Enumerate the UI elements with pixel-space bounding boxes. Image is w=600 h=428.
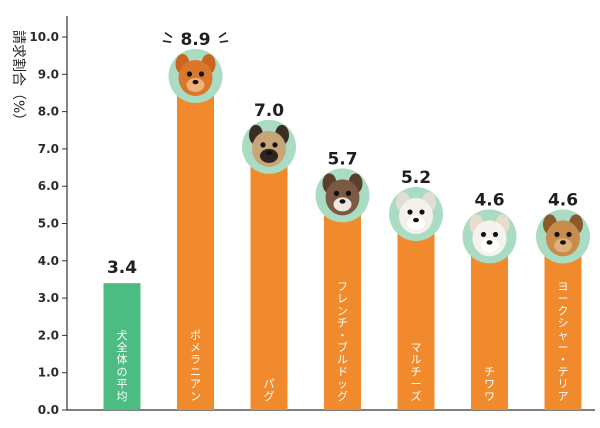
bar [250,148,288,410]
emphasis-lines [162,32,229,43]
y-tick-label: 9.0 [38,67,59,81]
bar [397,216,435,410]
y-tick-label: 3.0 [38,291,59,305]
value-labels: 3.4 8.9 7.0 5.7 5.2 4.6 4.6 [107,30,578,278]
french-bulldog-photo-icon [315,168,370,223]
y-tick-label: 5.0 [38,217,59,231]
y-tick-label: 8.0 [38,105,59,119]
y-tick-label: 10.0 [29,30,59,44]
bar [103,283,141,410]
y-axis-label: 請求割合（%） [10,30,27,127]
bar [544,238,582,410]
value-label: 4.6 [474,190,504,210]
y-tick-label: 4.0 [38,254,59,268]
category-label: チワワ [484,365,495,402]
bar [471,238,508,410]
yorkshire-terrier-photo-icon [536,209,590,264]
category-label: マルチーズ [411,341,422,403]
y-tick-label: 1.0 [38,366,59,380]
value-label: 4.6 [548,190,578,210]
bar [324,197,361,410]
bar [177,78,214,410]
dog-photos [168,49,590,264]
category-label: 犬全体の平均 [117,328,128,403]
axes: 0.0 1.0 2.0 3.0 4.0 5.0 6.0 7.0 8.0 9.0 10.0 [29,16,595,417]
y-tick-label: 6.0 [38,179,59,193]
category-label: パグ [264,378,275,403]
value-label: 3.4 [107,258,137,278]
pug-photo-icon [242,119,296,174]
value-label: 5.2 [401,168,431,188]
y-tick-label: 0.0 [38,403,59,417]
value-label: 8.9 [180,30,210,50]
category-label: フレンチ・ブルドッグ [337,280,348,403]
y-tick-label: 7.0 [38,142,59,156]
pomeranian-photo-icon [168,49,223,104]
category-label: ヨークシャー・テリア [558,280,569,403]
value-label: 5.7 [327,149,357,169]
value-label: 7.0 [254,101,284,121]
maltese-photo-icon [389,187,443,242]
chihuahua-photo-icon [462,209,517,264]
category-label: ポメラニアン [190,329,201,403]
y-tick-label: 2.0 [38,328,59,342]
